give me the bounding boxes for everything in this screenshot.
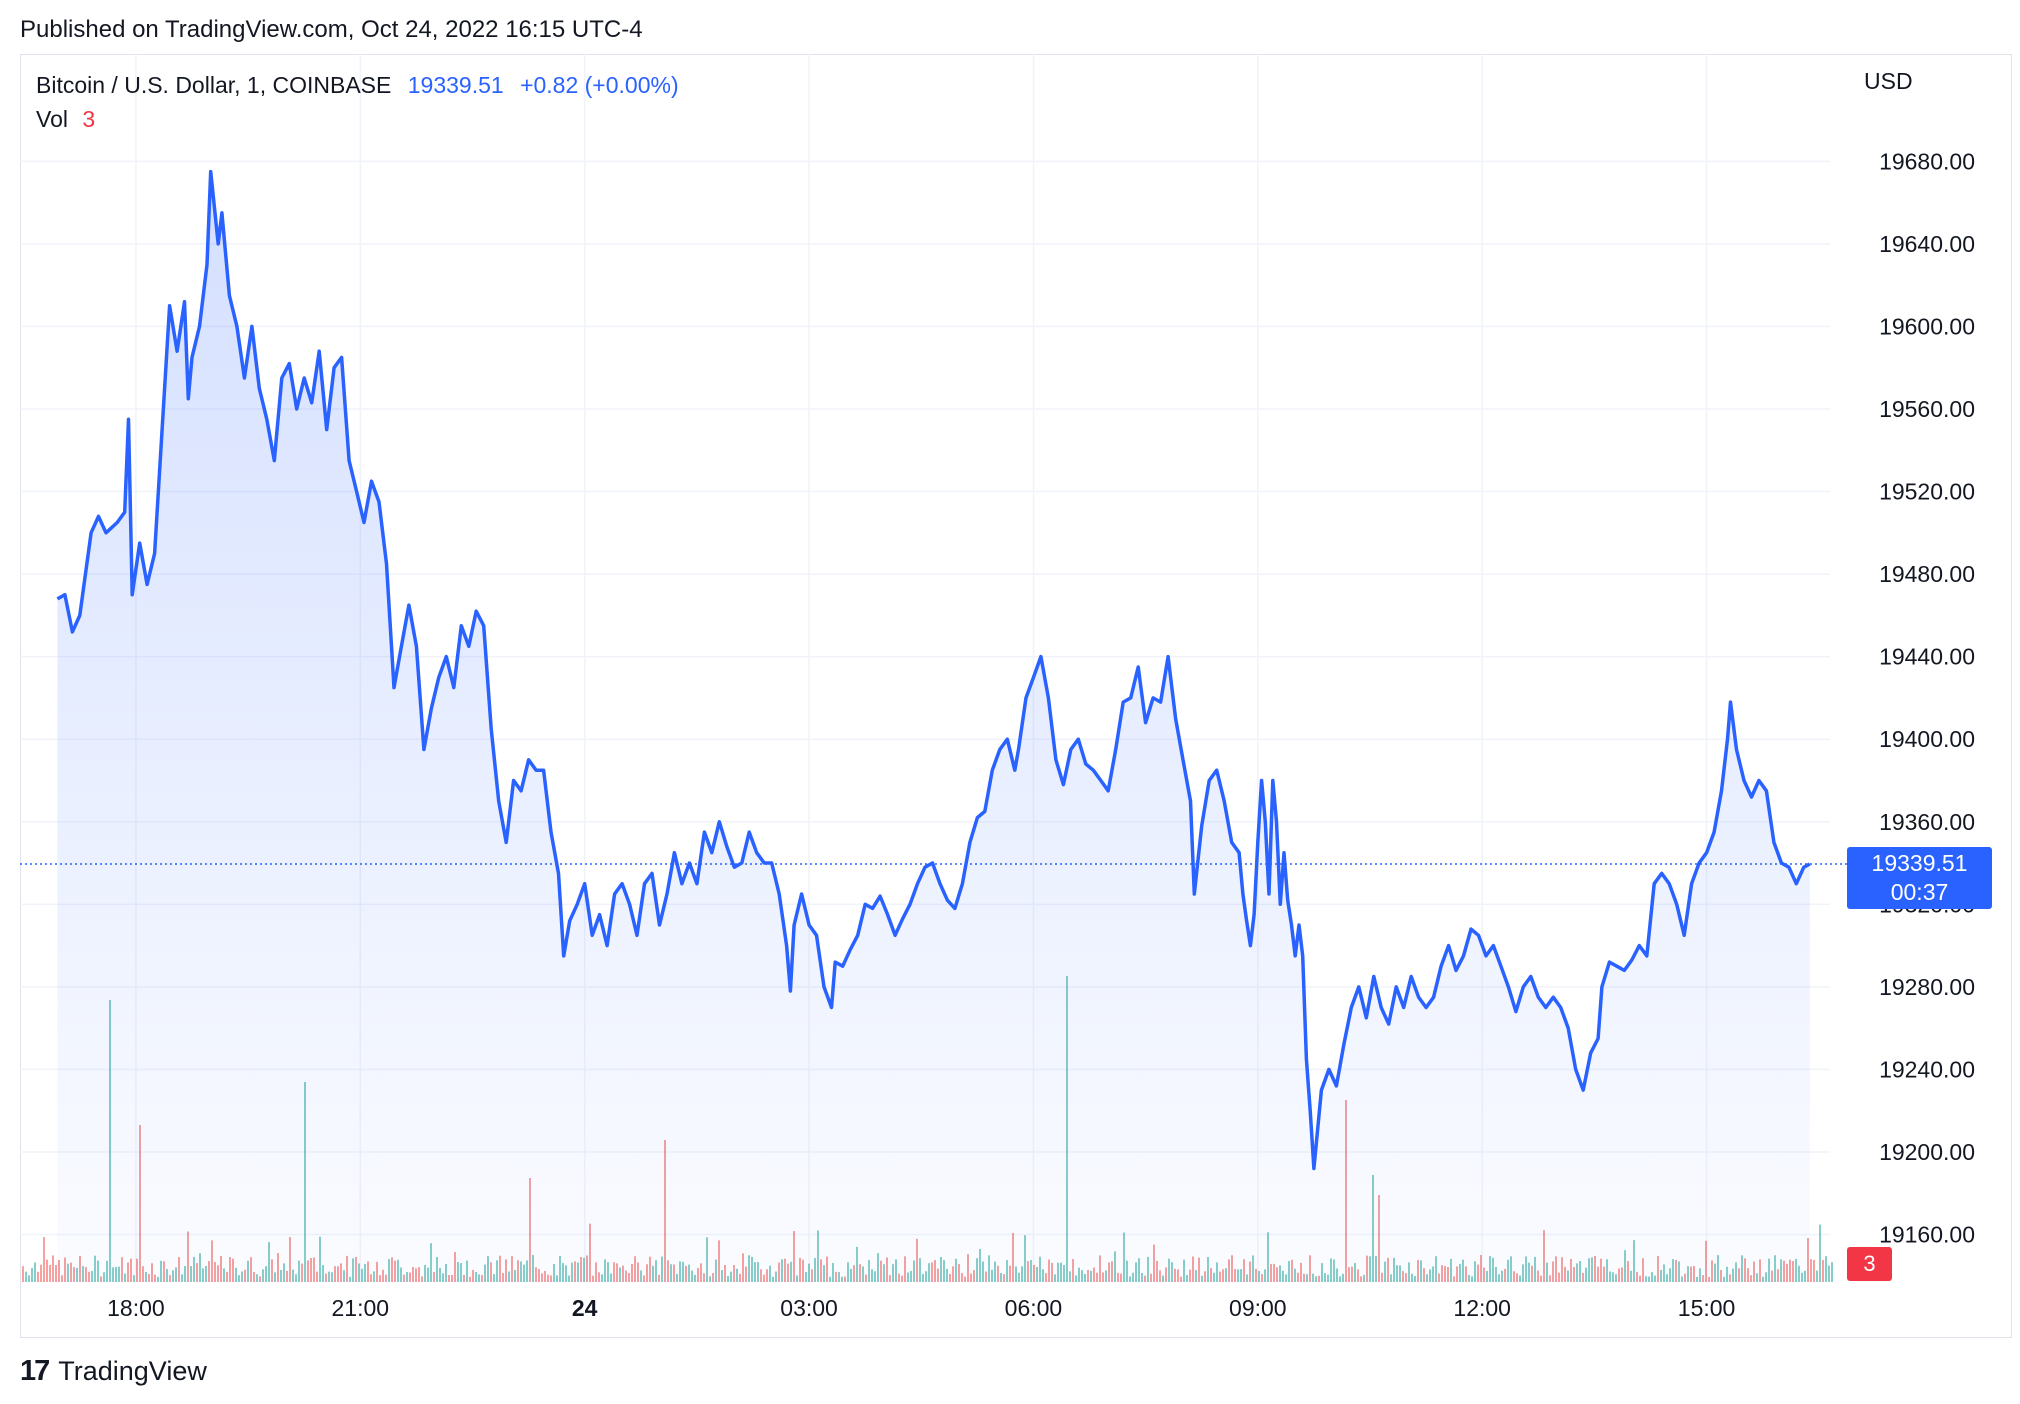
bar-countdown-text: 00:37 (1890, 879, 1949, 905)
volume-bar (1819, 1224, 1821, 1282)
volume-bar (1831, 1262, 1833, 1282)
brand-name: TradingView (58, 1356, 207, 1386)
price-area (57, 171, 1810, 1283)
volume-bar (43, 1237, 45, 1282)
price-change-value: +0.82 (+0.00%) (520, 72, 679, 98)
volume-bar (1810, 1259, 1812, 1282)
volume-bar (1816, 1270, 1818, 1282)
chart-frame[interactable] (20, 54, 2012, 1338)
x-tick-label: 12:00 (1453, 1295, 1511, 1321)
y-tick-label: 19280.00 (1879, 974, 1975, 1000)
x-tick-label: 18:00 (107, 1295, 165, 1321)
volume-bar (1828, 1265, 1830, 1282)
y-tick-label: 19520.00 (1879, 479, 1975, 505)
y-axis-ticks: 19160.0019200.0019240.0019280.0019320.00… (1879, 148, 1975, 1247)
volume-bar (55, 1264, 57, 1282)
x-tick-label: 06:00 (1005, 1295, 1063, 1321)
volume-bar (40, 1264, 42, 1282)
y-tick-label: 19400.00 (1879, 726, 1975, 752)
volume-bar (1825, 1256, 1827, 1282)
price-line[interactable] (20, 169, 1847, 1171)
y-tick-label: 19360.00 (1879, 809, 1975, 835)
y-tick-label: 19600.00 (1879, 313, 1975, 339)
y-tick-label: 19480.00 (1879, 561, 1975, 587)
current-price-badge: 19339.51 00:37 (1847, 847, 1992, 909)
chart-legend: Bitcoin / U.S. Dollar, 1, COINBASE 19339… (36, 72, 679, 99)
tradingview-brand[interactable]: 17 TradingView (20, 1355, 207, 1388)
x-axis-ticks: 18:00 21:00 24 03:00 06:00 09:00 12:00 15:00 (107, 1295, 1735, 1321)
volume-bar (1813, 1259, 1815, 1282)
volume-bar (25, 1271, 27, 1282)
y-tick-label: 19160.00 (1879, 1222, 1975, 1248)
volume-bar (1822, 1259, 1824, 1282)
y-tick-label: 19440.00 (1879, 644, 1975, 670)
y-tick-label: 19240.00 (1879, 1056, 1975, 1082)
current-price-text: 19339.51 (1871, 850, 1968, 876)
x-tick-label: 03:00 (780, 1295, 838, 1321)
x-tick-label: 09:00 (1229, 1295, 1287, 1321)
last-price-value: 19339.51 (407, 72, 504, 98)
y-tick-label: 19680.00 (1879, 148, 1975, 174)
x-tick-label: 24 (572, 1295, 598, 1321)
currency-label[interactable]: USD (1864, 68, 1913, 94)
symbol-title[interactable]: Bitcoin / U.S. Dollar, 1, COINBASE (36, 72, 392, 98)
volume-bar (49, 1264, 51, 1282)
volume-bar (34, 1262, 36, 1282)
volume-legend: Vol 3 (36, 106, 95, 133)
price-line-path[interactable] (56, 169, 1811, 1171)
volume-bar (22, 1266, 24, 1282)
volume-bar (37, 1271, 39, 1282)
volume-bar (46, 1259, 48, 1282)
volume-label[interactable]: Vol (36, 106, 68, 132)
y-tick-label: 19200.00 (1879, 1139, 1975, 1165)
y-tick-label: 19640.00 (1879, 231, 1975, 257)
x-tick-label: 15:00 (1678, 1295, 1736, 1321)
x-tick-label: 21:00 (332, 1295, 390, 1321)
volume-bar (31, 1267, 33, 1282)
volume-value-badge: 3 (1847, 1247, 1892, 1281)
y-tick-label: 19560.00 (1879, 396, 1975, 422)
price-area-fill (57, 171, 1810, 1283)
volume-bar (28, 1275, 30, 1282)
volume-value: 3 (82, 106, 96, 132)
tradingview-logo-icon: 17 (20, 1355, 50, 1387)
volume-bar (52, 1255, 54, 1282)
published-caption: Published on TradingView.com, Oct 24, 20… (20, 16, 643, 43)
